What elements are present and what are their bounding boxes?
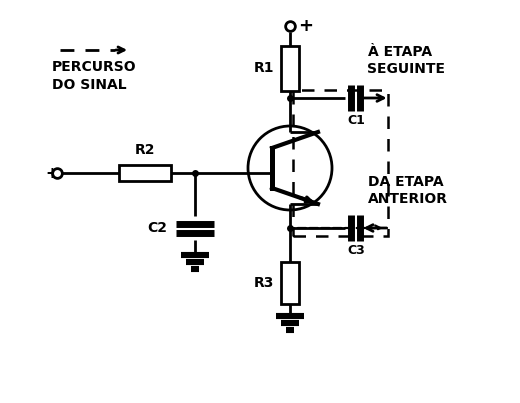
Bar [281,46,299,91]
Text: C2: C2 [147,221,167,235]
Bar [119,165,171,181]
Text: R2: R2 [135,143,155,157]
Text: C3: C3 [347,244,365,257]
Text: C1: C1 [347,114,365,127]
Text: +: + [46,166,58,181]
Text: PERCURSO
DO SINAL: PERCURSO DO SINAL [52,60,137,92]
Bar [281,262,299,304]
Bar [293,90,387,236]
Text: R3: R3 [254,276,274,290]
Text: R1: R1 [254,61,274,75]
Text: DA ETAPA
ANTERIOR: DA ETAPA ANTERIOR [368,174,448,206]
Text: À ETAPA
SEGUINTE: À ETAPA SEGUINTE [368,45,446,76]
Text: +: + [298,17,313,35]
